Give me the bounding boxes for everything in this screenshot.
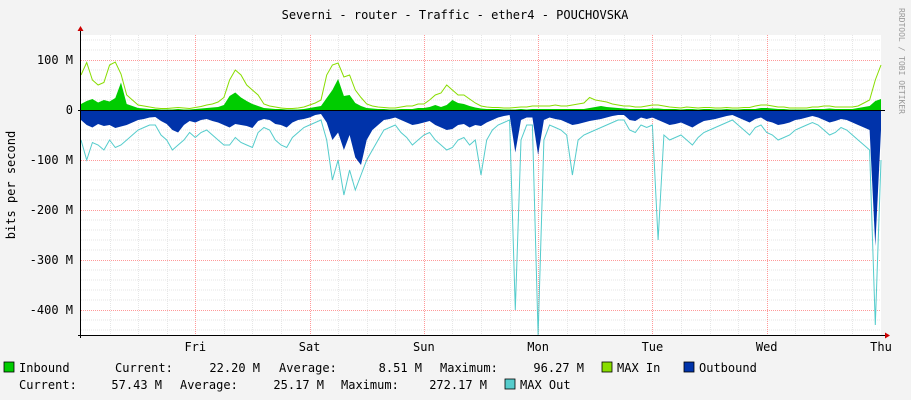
legend-inbound-maximum: 96.27 M <box>533 361 584 375</box>
legend-inbound-current: 22.20 M <box>209 361 260 375</box>
y-tick-label: -400 M <box>30 303 73 317</box>
legend-outbound-average-label: Average: <box>180 378 238 392</box>
y-tick-label: -300 M <box>30 253 73 267</box>
legend-outbound-current-label: Current: <box>19 378 77 392</box>
legend-inbound-maximum-label: Maximum: <box>440 361 498 375</box>
legend-swatch-inbound <box>3 361 15 373</box>
y-tick-label: 100 M <box>37 53 73 67</box>
x-tick-label: Thu <box>870 340 892 354</box>
y-axis-label: bits per second <box>4 131 18 239</box>
rrdtool-watermark: RRDTOOL / TOBI OETIKER <box>897 8 906 114</box>
y-axis-arrow <box>77 26 84 31</box>
y-tick-label: 0 <box>66 103 73 117</box>
legend-inbound-label: Inbound <box>19 361 70 375</box>
series-max-in-line <box>80 61 882 110</box>
legend-swatch-max-in <box>601 361 613 373</box>
legend-max-out-label: MAX Out <box>520 378 571 392</box>
x-tick-label: Wed <box>756 340 778 354</box>
legend-swatch-outbound <box>683 361 695 373</box>
legend-inbound-average-label: Average: <box>279 361 337 375</box>
legend-inbound-average: 8.51 M <box>379 361 422 375</box>
legend-outbound-maximum-label: Maximum: <box>341 378 399 392</box>
legend-max-in-label: MAX In <box>617 361 660 375</box>
legend-swatch-max-out <box>504 378 516 390</box>
legend-outbound-maximum: 272.17 M <box>429 378 487 392</box>
legend-outbound-current: 57.43 M <box>111 378 162 392</box>
legend-outbound-label: Outbound <box>699 361 757 375</box>
x-tick-label: Tue <box>642 340 664 354</box>
y-tick-label: -200 M <box>30 203 73 217</box>
series-max-out-line <box>80 119 882 336</box>
x-tick-labels: Fri Sat Sun Mon Tue Wed Thu <box>184 340 891 354</box>
chart-title: Severni - router - Traffic - ether4 - PO… <box>282 8 630 22</box>
x-tick-label: Sun <box>413 340 435 354</box>
y-tick-labels: 100 M 0 -100 M -200 M -300 M -400 M <box>30 53 73 317</box>
x-tick-label: Sat <box>299 340 321 354</box>
legend-outbound-average: 25.17 M <box>273 378 324 392</box>
y-tick-label: -100 M <box>30 153 73 167</box>
axes-layer <box>77 26 890 339</box>
legend-inbound-current-label: Current: <box>115 361 173 375</box>
x-axis-arrow <box>885 332 890 339</box>
x-tick-label: Mon <box>527 340 549 354</box>
x-tick-label: Fri <box>184 340 206 354</box>
legend: Inbound Current: 22.20 M Average: 8.51 M… <box>3 361 757 392</box>
series-layer <box>80 61 882 336</box>
